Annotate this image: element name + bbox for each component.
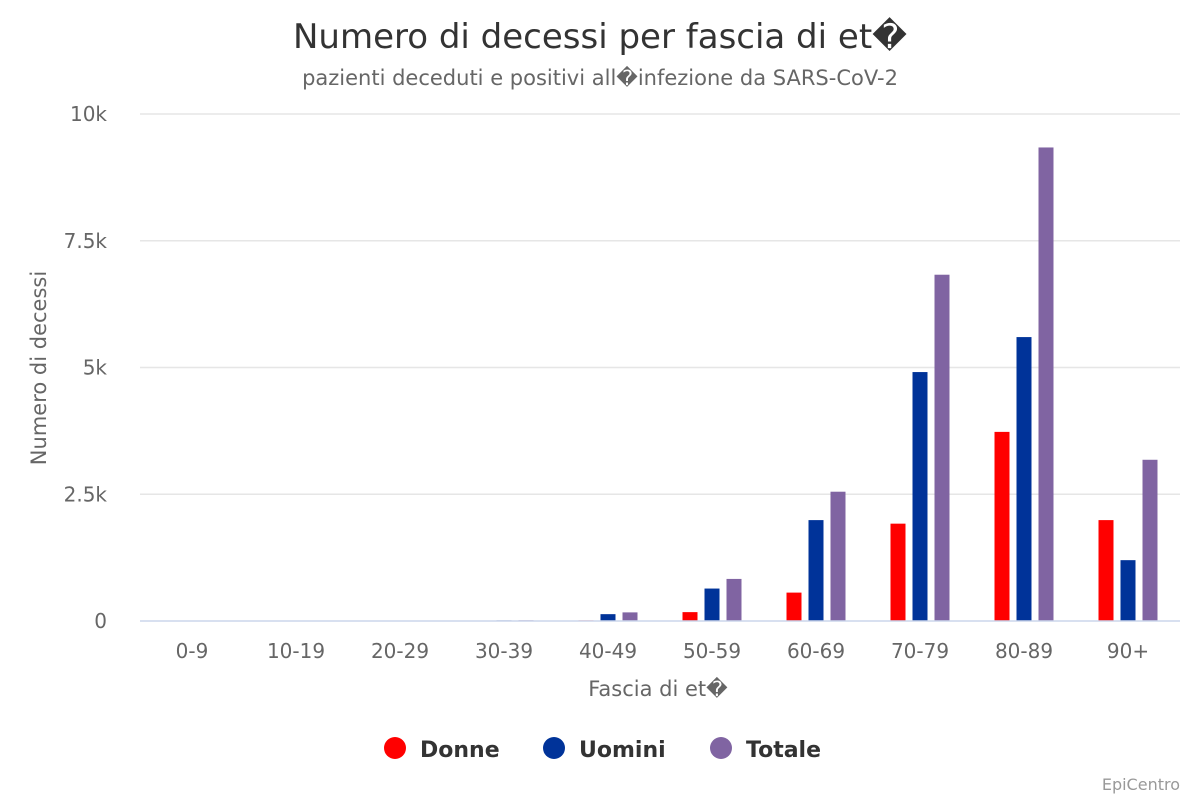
x-tick-label: 90+	[1107, 639, 1149, 663]
bar-totale-5[interactable]	[726, 578, 742, 621]
credit-label[interactable]: EpiCentro	[1102, 775, 1180, 794]
bar-donne-8[interactable]	[994, 431, 1010, 621]
bar-uomini-7[interactable]	[912, 372, 928, 621]
y-tick-label: 2.5k	[64, 482, 108, 506]
bar-uomini-4[interactable]	[600, 614, 616, 621]
x-tick-label: 60-69	[787, 639, 845, 663]
legend-marker	[710, 737, 732, 759]
legend-item-uomini[interactable]: Uomini	[543, 737, 666, 763]
bar-uomini-8[interactable]	[1016, 337, 1032, 621]
x-axis-title: Fascia di et�	[588, 676, 728, 701]
legend: Donne Uomini Totale	[384, 737, 821, 763]
x-tick-label: 80-89	[995, 639, 1053, 663]
bars	[184, 147, 1158, 621]
x-axis-ticks: 0-9 10-19 20-29 30-39 40-49 50-59 60-69 70-79 80…	[176, 639, 1149, 663]
bar-totale-4[interactable]	[622, 612, 638, 621]
bar-totale-8[interactable]	[1038, 147, 1054, 621]
legend-label: Uomini	[579, 738, 666, 763]
x-tick-label: 50-59	[683, 639, 741, 663]
bar-donne-6[interactable]	[786, 592, 802, 621]
legend-marker	[384, 737, 406, 759]
bar-donne-5[interactable]	[682, 612, 698, 621]
y-tick-label: 7.5k	[64, 229, 108, 253]
legend-label: Totale	[746, 738, 821, 763]
bar-donne-9[interactable]	[1098, 520, 1114, 621]
x-tick-label: 10-19	[267, 639, 325, 663]
y-axis-ticks: 0 2.5k 5k 7.5k 10k	[64, 102, 108, 633]
legend-label: Donne	[420, 738, 500, 763]
x-tick-label: 70-79	[891, 639, 949, 663]
bar-totale-6[interactable]	[830, 491, 846, 621]
bar-totale-9[interactable]	[1142, 459, 1158, 621]
bar-uomini-9[interactable]	[1120, 560, 1136, 621]
x-tick-label: 20-29	[371, 639, 429, 663]
bar-totale-7[interactable]	[934, 274, 950, 621]
bar-uomini-5[interactable]	[704, 588, 720, 621]
legend-marker	[543, 737, 565, 759]
y-axis-title: Numero di decessi	[27, 271, 51, 465]
legend-item-donne[interactable]: Donne	[384, 737, 500, 763]
x-tick-label: 30-39	[475, 639, 533, 663]
y-tick-label: 5k	[83, 356, 108, 380]
chart-subtitle: pazienti deceduti e positivi all�infezio…	[302, 65, 898, 90]
x-tick-label: 0-9	[176, 639, 209, 663]
y-tick-label: 0	[94, 609, 107, 633]
bar-donne-7[interactable]	[890, 523, 906, 621]
y-tick-label: 10k	[70, 102, 107, 126]
legend-item-totale[interactable]: Totale	[710, 737, 821, 763]
x-tick-label: 40-49	[579, 639, 637, 663]
chart-title: Numero di decessi per fascia di et�	[293, 17, 907, 57]
bar-uomini-6[interactable]	[808, 520, 824, 621]
